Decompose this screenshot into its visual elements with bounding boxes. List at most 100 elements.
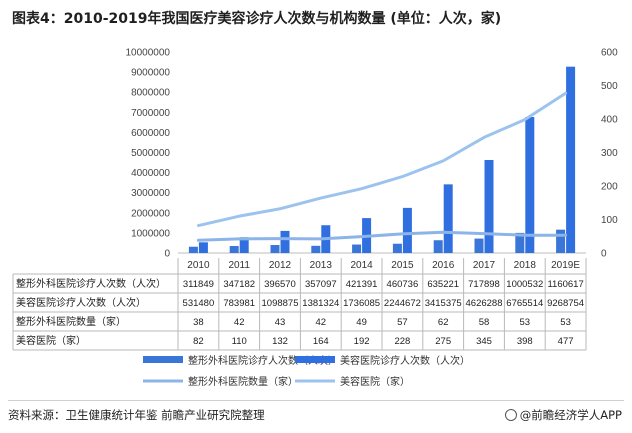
right-axis-tick-label: 400 xyxy=(601,115,618,126)
table-cell-value: 1736085 xyxy=(343,298,380,309)
legend-bar-swatch xyxy=(295,356,335,363)
line-plastic-surgery-count xyxy=(196,230,568,242)
brand-logo-icon xyxy=(504,409,517,421)
bar-plastic-surgery-visits xyxy=(515,232,525,253)
table-cell-value: 58 xyxy=(479,317,490,328)
table-cell-value: 38 xyxy=(193,317,204,328)
table-cell-value: 398 xyxy=(517,336,533,347)
line-cosmetic-hospital-count xyxy=(196,91,568,228)
left-axis-tick-label: 3000000 xyxy=(131,188,170,199)
x-axis-tick-label: 2012 xyxy=(269,260,292,271)
table-cell-value: 531480 xyxy=(183,298,215,309)
x-axis-tick-label: 2010 xyxy=(187,260,210,271)
table-cell-value: 311849 xyxy=(183,279,214,290)
x-axis-tick-label: 2013 xyxy=(310,260,333,271)
table-row-label: 美容医院（家） xyxy=(16,334,86,347)
table-cell-value: 228 xyxy=(394,336,410,347)
bar-plastic-surgery-visits xyxy=(556,229,566,253)
x-axis-tick-label: 2018 xyxy=(514,260,537,271)
footer-divider xyxy=(8,400,624,401)
bar-cosmetic-hospital-visits xyxy=(402,207,412,253)
table-cell-value: 460736 xyxy=(387,279,419,290)
bar-plastic-surgery-visits xyxy=(229,246,239,253)
table-cell-value: 192 xyxy=(354,336,370,347)
right-axis-tick-label: 600 xyxy=(601,48,618,59)
right-axis-tick-label: 200 xyxy=(601,182,618,193)
table-cell-value: 110 xyxy=(232,336,247,347)
table-cell-value: 1000532 xyxy=(506,279,543,290)
table-cell-value: 477 xyxy=(558,336,574,347)
left-axis-tick-label: 9000000 xyxy=(131,68,170,79)
table-cell-value: 347182 xyxy=(223,279,255,290)
table-cell-value: 42 xyxy=(316,317,327,328)
left-axis-tick-label: 0 xyxy=(164,249,170,260)
left-axis-tick-label: 10000000 xyxy=(126,48,171,59)
table-cell-value: 62 xyxy=(438,317,449,328)
bar-plastic-surgery-visits xyxy=(311,245,321,253)
left-axis-tick-label: 8000000 xyxy=(131,88,170,99)
legend-bar-swatch xyxy=(143,356,183,363)
table-cell-value: 164 xyxy=(313,336,329,347)
table-cell-value: 42 xyxy=(234,317,245,328)
bar-cosmetic-hospital-visits xyxy=(443,184,453,253)
bar-plastic-surgery-visits xyxy=(474,238,484,253)
table-cell-value: 6765514 xyxy=(506,298,543,309)
table-cell-value: 1098875 xyxy=(262,298,299,309)
bar-cosmetic-hospital-visits xyxy=(484,160,494,253)
right-axis-tick-label: 0 xyxy=(601,249,607,260)
table-row-label: 整形外科医院诊疗人次数（人次） xyxy=(16,277,166,290)
bar-plastic-surgery-visits xyxy=(433,240,443,253)
table-cell-value: 1160617 xyxy=(547,279,583,290)
left-axis-tick-label: 4000000 xyxy=(131,168,170,179)
x-axis-tick-label: 2017 xyxy=(473,260,496,271)
table-cell-value: 2244672 xyxy=(384,298,421,309)
table-row-label: 整形外科医院数量（家） xyxy=(16,315,126,328)
table-row-label: 美容医院诊疗人次数（人次） xyxy=(16,296,146,309)
bar-plastic-surgery-visits xyxy=(188,246,198,253)
right-axis-tick-label: 500 xyxy=(601,81,618,92)
table-cell-value: 132 xyxy=(272,336,288,347)
table-cell-value: 345 xyxy=(476,336,492,347)
table-cell-value: 43 xyxy=(275,317,286,328)
table-cell-value: 1381324 xyxy=(302,298,339,309)
table-cell-value: 53 xyxy=(560,317,571,328)
x-axis-tick-label: 2015 xyxy=(391,260,414,271)
legend-label: 整形外科医院数量（家） xyxy=(188,375,298,388)
table-cell-value: 717898 xyxy=(468,279,500,290)
table-cell-value: 635221 xyxy=(427,279,459,290)
brand-credit: @前瞻经济学人APP xyxy=(504,407,622,423)
table-cell-value: 357097 xyxy=(305,279,337,290)
bar-plastic-surgery-visits xyxy=(352,244,362,253)
table-cell-value: 396570 xyxy=(264,279,296,290)
left-axis-tick-label: 6000000 xyxy=(131,128,170,139)
source-note: 资料来源：卫生健康统计年鉴 前瞻产业研究院整理 xyxy=(8,408,265,422)
bar-cosmetic-hospital-visits xyxy=(566,66,576,253)
x-axis-tick-label: 2019E xyxy=(551,260,580,271)
bar-cosmetic-hospital-visits xyxy=(239,237,249,253)
table-cell-value: 421391 xyxy=(346,279,378,290)
bar-plastic-surgery-visits xyxy=(270,245,280,253)
table-cell-value: 783981 xyxy=(223,298,255,309)
table-cell-value: 9268754 xyxy=(547,298,584,309)
table-cell-value: 57 xyxy=(397,317,408,328)
x-axis-tick-label: 2011 xyxy=(228,260,250,271)
right-axis-tick-label: 300 xyxy=(601,148,618,159)
table-cell-value: 53 xyxy=(520,317,531,328)
table-cell-value: 49 xyxy=(356,317,367,328)
right-axis-tick-label: 100 xyxy=(601,215,618,226)
x-axis-tick-label: 2016 xyxy=(432,260,455,271)
table-cell-value: 275 xyxy=(435,336,451,347)
left-axis-tick-label: 1000000 xyxy=(131,228,170,239)
left-axis-tick-label: 2000000 xyxy=(131,208,170,219)
legend-label: 美容医院（家） xyxy=(340,375,410,388)
legend-label: 美容医院诊疗人次数（人次） xyxy=(340,354,470,367)
bar-plastic-surgery-visits xyxy=(392,243,402,253)
bar-cosmetic-hospital-visits xyxy=(198,242,208,253)
table-cell-value: 3415375 xyxy=(425,298,462,309)
chart-title: 图表4：2010-2019年我国医疗美容诊疗人次数与机构数量 (单位：人次，家) xyxy=(12,11,502,27)
left-axis-tick-label: 7000000 xyxy=(131,108,170,119)
brand-text: @前瞻经济学人APP xyxy=(519,408,622,422)
x-axis-tick-label: 2014 xyxy=(350,260,373,271)
table-cell-value: 82 xyxy=(193,336,204,347)
